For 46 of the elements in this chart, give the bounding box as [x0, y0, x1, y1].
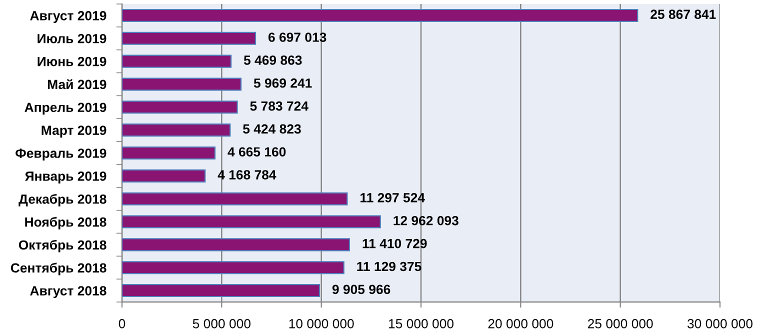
- y-tick-label: Январь 2019: [25, 171, 106, 184]
- data-label: 11 410 729: [362, 238, 427, 248]
- y-tick-label: Май 2019: [48, 79, 106, 90]
- bar: [122, 169, 206, 182]
- bar: [122, 215, 381, 228]
- x-tick-label: 30 000 000: [687, 319, 753, 328]
- data-label: 5 424 823: [243, 124, 301, 134]
- y-tick-label: Октябрь 2018: [18, 240, 106, 252]
- y-tick-label: Ноябрь 2018: [25, 216, 106, 230]
- bar: [122, 192, 348, 206]
- data-label: 25 867 841: [650, 10, 716, 20]
- y-tick-label: Август 2018: [30, 286, 106, 298]
- data-label: 11 297 524: [360, 193, 425, 202]
- bar: [122, 8, 638, 22]
- y-tick-label: Декабрь 2018: [18, 194, 106, 206]
- y-tick-label: Апрель 2019: [24, 102, 106, 115]
- bar: [122, 284, 320, 298]
- y-tick-label: Сентябрь 2018: [10, 262, 106, 276]
- bar: [122, 146, 216, 160]
- x-tick-label: 0: [118, 319, 126, 328]
- data-label: 4 168 784: [218, 170, 276, 180]
- data-label: 4 665 160: [228, 147, 286, 157]
- data-label: 12 962 093: [394, 216, 458, 226]
- x-tick-label: 5 000 000: [192, 319, 251, 328]
- bar: [122, 32, 256, 45]
- y-tick-label: Февраль 2019: [16, 148, 106, 161]
- data-label: 11 129 375: [357, 262, 422, 272]
- y-tick-label: Июнь 2019: [38, 56, 106, 66]
- y-tick-label: Июль 2019: [38, 34, 106, 44]
- data-label: 5 969 241: [254, 78, 312, 88]
- data-label: 9 905 966: [332, 284, 390, 294]
- data-label: 5 469 863: [244, 56, 302, 65]
- x-tick-label: 15 000 000: [388, 319, 454, 328]
- data-label: 6 697 013: [268, 32, 326, 42]
- x-tick-label: 10 000 000: [289, 319, 354, 328]
- bar: [122, 78, 242, 91]
- x-tick-label: 25 000 000: [588, 319, 653, 328]
- bar: [122, 261, 344, 274]
- y-tick-label: Март 2019: [42, 126, 106, 138]
- bar: [122, 238, 350, 252]
- x-tick-label: 20 000 000: [488, 319, 554, 328]
- bar: [122, 54, 232, 68]
- data-label: 5 783 724: [250, 101, 308, 111]
- bar: [122, 124, 231, 137]
- bar: [122, 100, 238, 114]
- y-tick-label: Август 2019: [30, 11, 106, 23]
